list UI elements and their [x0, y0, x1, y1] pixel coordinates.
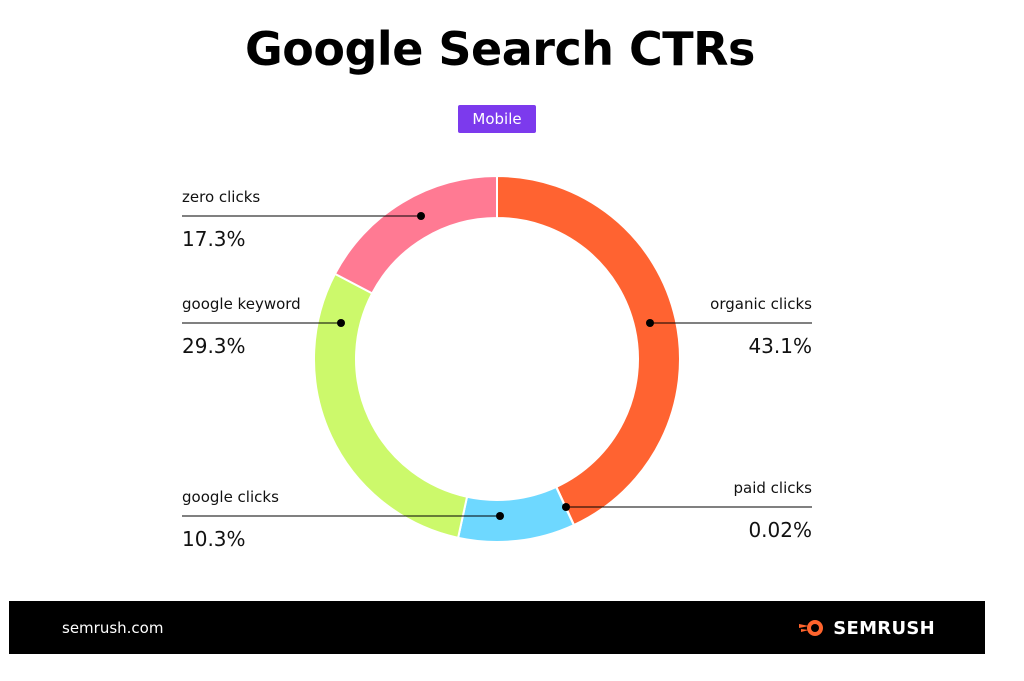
slice-value-google-clicks: 10.3%: [182, 527, 246, 551]
leader-dot-zero-clicks: [417, 212, 425, 220]
slice-label-zero-clicks: zero clicks: [182, 188, 260, 206]
slice-value-google-keyword: 29.3%: [182, 334, 246, 358]
device-badge: Mobile: [458, 105, 536, 133]
leader-dot-organic-clicks: [646, 319, 654, 327]
chart-title: Google Search CTRs: [245, 22, 755, 76]
slice-organic-clicks: [496, 174, 681, 527]
slice-value-zero-clicks: 17.3%: [182, 227, 246, 251]
slice-label-paid-clicks: paid clicks: [733, 479, 812, 497]
slice-label-google-clicks: google clicks: [182, 488, 279, 506]
slice-value-organic-clicks: 43.1%: [748, 334, 812, 358]
leader-dot-paid-clicks: [562, 503, 570, 511]
slice-google-keyword: [313, 272, 469, 540]
slice-zero-clicks: [333, 174, 498, 295]
semrush-flame-icon: [799, 620, 824, 636]
footer-bar: semrush.com SEMRUSH: [9, 601, 985, 654]
leader-dot-google-clicks: [496, 512, 504, 520]
slice-label-google-keyword: google keyword: [182, 295, 301, 313]
leader-dot-google-keyword: [337, 319, 345, 327]
brand-logo: SEMRUSH: [797, 616, 935, 640]
footer-url[interactable]: semrush.com: [62, 619, 164, 637]
slice-google-clicks: [456, 485, 576, 543]
slice-value-paid-clicks: 0.02%: [748, 518, 812, 542]
slice-label-organic-clicks: organic clicks: [710, 295, 812, 313]
brand-name: SEMRUSH: [833, 617, 935, 639]
